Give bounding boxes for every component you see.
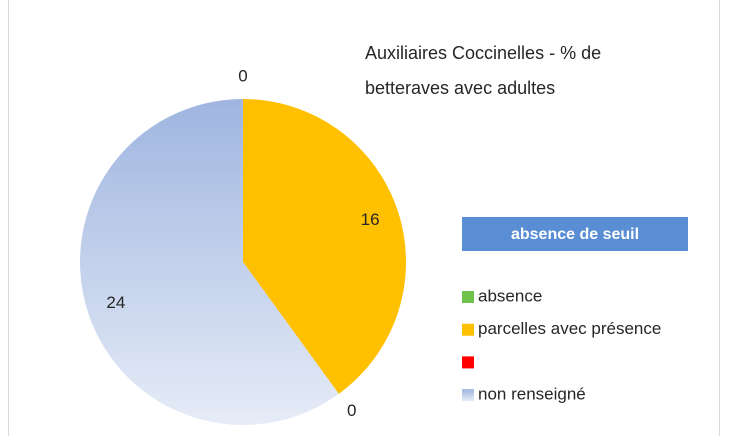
data-label: 16 [361, 210, 380, 229]
legend-label: non renseigné [478, 385, 586, 404]
pie-slice [243, 99, 406, 394]
legend-swatch [462, 356, 474, 369]
legend-swatch [462, 291, 474, 303]
data-label: 0 [347, 401, 356, 420]
chart-title: Auxiliaires Coccinelles - % de betterave… [365, 43, 602, 98]
data-label: 0 [238, 66, 247, 85]
pie-slice [79, 99, 339, 426]
legend-label: parcelles avec présence [478, 319, 661, 338]
data-label: 24 [106, 293, 125, 312]
legend-label: absence [478, 286, 542, 305]
legend-swatch [462, 389, 474, 402]
annotation: absence de seuil [511, 226, 639, 243]
annotation-box [462, 217, 688, 251]
legend-swatch [462, 323, 474, 336]
